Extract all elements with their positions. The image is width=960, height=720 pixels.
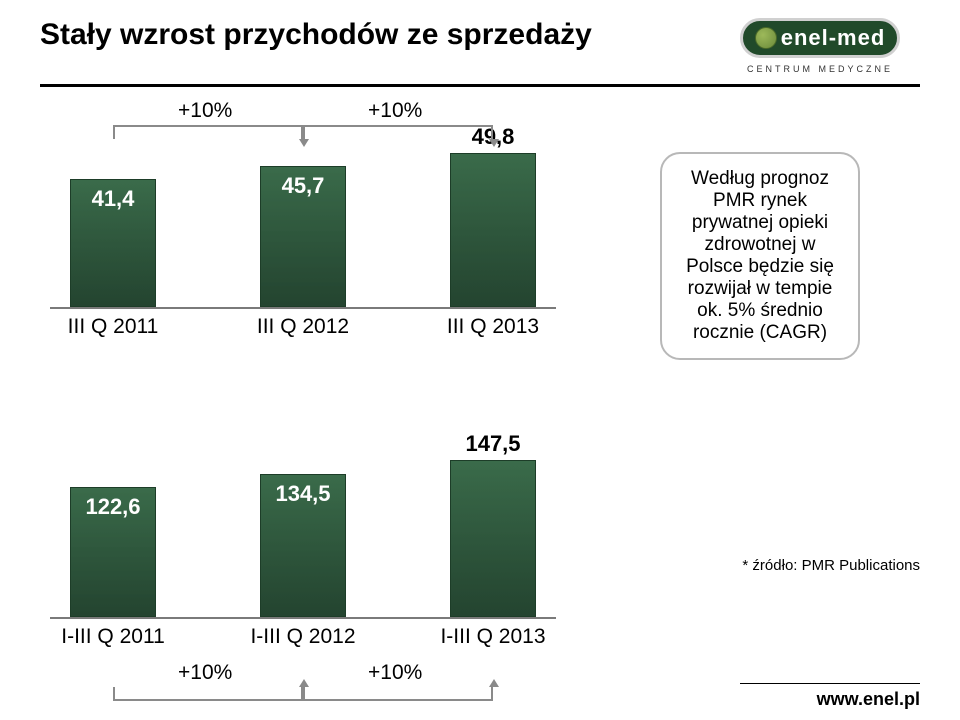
logo-subtitle: CENTRUM MEDYCZNE [720, 64, 920, 74]
bar: 122,6 [70, 487, 156, 617]
logo-pill: enel-med [740, 18, 901, 58]
bar-value-label: 41,4 [71, 186, 155, 212]
category-label: I-III Q 2011 [50, 625, 176, 649]
arrow-icon [299, 139, 309, 147]
pct-label: +10% [178, 99, 232, 123]
leaf-icon [755, 27, 777, 49]
category-label: III Q 2012 [240, 315, 366, 339]
bracket [303, 125, 493, 139]
info-box: Według prognoz PMR rynek prywatnej opiek… [660, 152, 860, 360]
logo-text: enel-med [781, 25, 886, 51]
arrow-icon [489, 139, 499, 147]
pct-label: +10% [368, 661, 422, 685]
source-note: * źródło: PMR Publications [742, 557, 920, 574]
arrow-icon [299, 679, 309, 687]
category-label: III Q 2011 [50, 315, 176, 339]
category-label: I-III Q 2012 [240, 625, 366, 649]
bar: 134,5 [260, 474, 346, 617]
arrow-icon [489, 679, 499, 687]
page-title: Stały wzrost przychodów ze sprzedaży [40, 18, 592, 52]
chart-area: Według prognoz PMR rynek prywatnej opiek… [40, 107, 920, 667]
pct-label: +10% [178, 661, 232, 685]
bar: 45,7 [260, 166, 346, 307]
bar-value-label: 122,6 [71, 494, 155, 520]
axis-line [50, 617, 556, 619]
category-label: I-III Q 2013 [430, 625, 556, 649]
bracket [113, 687, 303, 701]
logo: enel-med CENTRUM MEDYCZNE [720, 18, 920, 74]
bar: 147,5 [450, 460, 536, 617]
pct-label: +10% [368, 99, 422, 123]
bar: 41,4 [70, 179, 156, 307]
bar: 49,8 [450, 153, 536, 307]
bracket [113, 125, 303, 139]
axis-line [50, 307, 556, 309]
footer-url: www.enel.pl [817, 689, 920, 710]
bracket [303, 687, 493, 701]
bar-value-label: 134,5 [261, 481, 345, 507]
title-divider [40, 84, 920, 87]
category-label: III Q 2013 [430, 315, 556, 339]
bar-value-label: 45,7 [261, 173, 345, 199]
footer-divider [740, 683, 920, 684]
bar-value-label: 147,5 [451, 431, 535, 457]
